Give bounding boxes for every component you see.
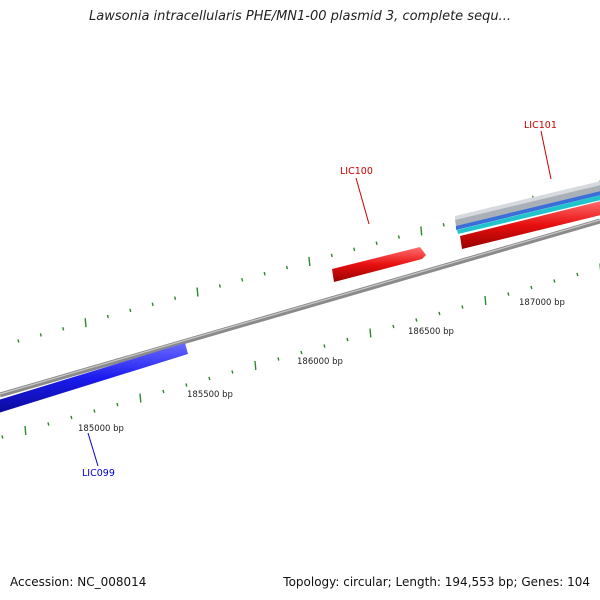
minor-tick bbox=[62, 327, 65, 331]
gene-lic100[interactable] bbox=[332, 247, 426, 282]
minor-tick bbox=[106, 314, 109, 319]
scale-label: 186000 bp bbox=[297, 357, 343, 367]
minor-tick bbox=[285, 265, 289, 270]
minor-tick bbox=[553, 279, 556, 283]
minor-tick bbox=[39, 333, 42, 337]
minor-tick bbox=[263, 271, 266, 276]
minor-tick bbox=[375, 241, 378, 245]
minor-tick bbox=[277, 357, 280, 361]
topology-summary: Topology: circular; Length: 194,553 bp; … bbox=[283, 575, 590, 589]
scale-label: 186500 bp bbox=[408, 327, 454, 337]
minor-tick bbox=[241, 278, 244, 282]
minor-tick bbox=[330, 253, 333, 258]
minor-tick bbox=[442, 223, 445, 227]
gene-lic101[interactable] bbox=[460, 200, 600, 249]
sequence-backbone-highlight bbox=[0, 219, 600, 395]
minor-tick bbox=[218, 284, 221, 288]
scale-label: 185000 bp bbox=[78, 424, 124, 434]
minor-tick bbox=[174, 296, 177, 300]
minor-tick bbox=[353, 247, 356, 252]
gene-label-lic101[interactable]: LIC101 bbox=[524, 120, 557, 131]
minor-tick bbox=[397, 235, 400, 239]
minor-tick bbox=[151, 302, 154, 307]
scale-label: 185500 bp bbox=[187, 390, 233, 400]
minor-tick bbox=[129, 308, 132, 313]
major-tick bbox=[254, 360, 257, 371]
minor-tick bbox=[300, 350, 303, 355]
minor-tick bbox=[1, 435, 4, 439]
major-tick bbox=[196, 287, 199, 297]
minor-tick bbox=[530, 285, 533, 290]
scale-ticks-lower bbox=[1, 263, 600, 439]
map-title: Lawsonia intracellularis PHE/MN1-00 plas… bbox=[89, 9, 511, 24]
minor-tick bbox=[185, 383, 188, 387]
minor-tick bbox=[116, 402, 119, 407]
minor-tick bbox=[70, 415, 73, 420]
gene-label-lic099[interactable]: LIC099 bbox=[82, 468, 115, 479]
minor-tick bbox=[576, 272, 579, 277]
major-tick bbox=[484, 295, 487, 306]
feature-track-lightgrey bbox=[455, 181, 600, 220]
minor-tick bbox=[17, 339, 20, 343]
accession-text: Accession: NC_008014 bbox=[10, 575, 147, 589]
sequence-backbone bbox=[0, 218, 600, 398]
minor-tick bbox=[93, 409, 96, 413]
feature-track-grey bbox=[455, 184, 600, 227]
minor-tick bbox=[507, 292, 510, 296]
major-tick bbox=[420, 226, 423, 236]
major-tick bbox=[139, 393, 142, 403]
gene-label-pointer bbox=[540, 130, 552, 180]
minor-tick bbox=[323, 344, 326, 348]
gene-label-pointer bbox=[355, 177, 370, 225]
feature-track-blue bbox=[456, 191, 600, 230]
minor-tick bbox=[415, 318, 418, 322]
minor-tick bbox=[392, 324, 395, 329]
gene-lic099[interactable] bbox=[0, 343, 188, 414]
minor-tick bbox=[47, 422, 50, 426]
gene-label-pointer bbox=[87, 432, 99, 467]
major-tick bbox=[308, 256, 311, 267]
minor-tick bbox=[162, 389, 165, 394]
major-tick bbox=[369, 328, 372, 338]
feature-track-cyan bbox=[457, 195, 600, 234]
minor-tick bbox=[346, 337, 349, 342]
minor-tick bbox=[461, 305, 464, 309]
scale-label: 187000 bp bbox=[519, 298, 565, 308]
minor-tick bbox=[438, 311, 441, 316]
major-tick bbox=[24, 425, 27, 436]
gene-label-lic100[interactable]: LIC100 bbox=[340, 166, 373, 177]
minor-tick bbox=[208, 376, 211, 381]
minor-tick bbox=[231, 370, 234, 374]
major-tick bbox=[84, 318, 87, 328]
